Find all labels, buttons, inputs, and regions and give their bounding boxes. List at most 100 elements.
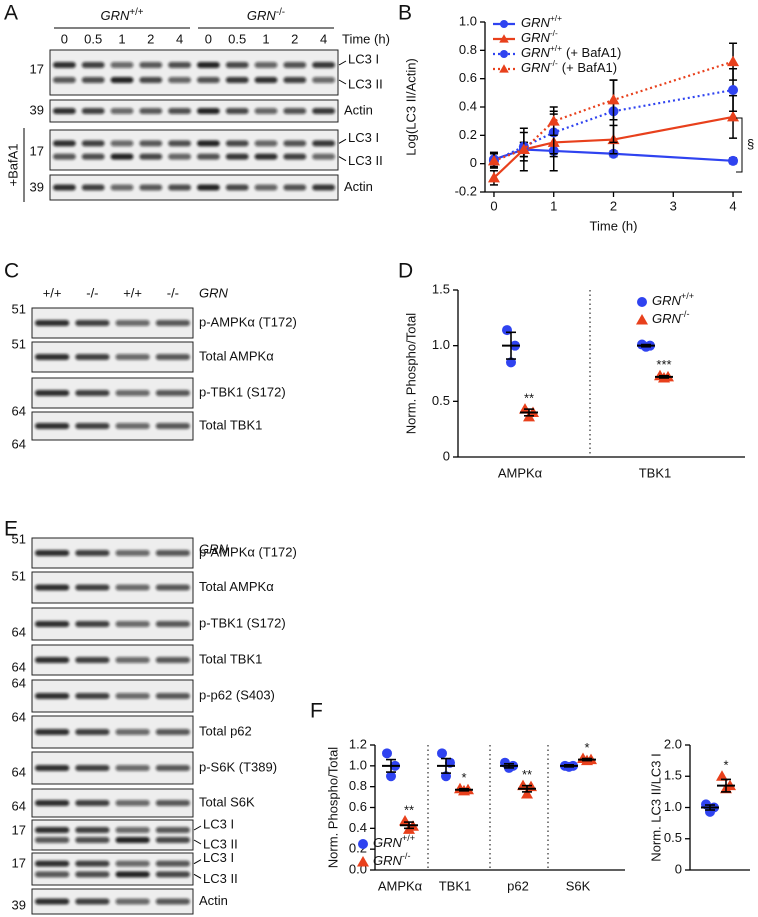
time-label: 0.5 <box>84 31 102 46</box>
blot-band <box>75 354 110 360</box>
x-tick-label: p62 <box>507 878 529 893</box>
blot-band <box>53 184 76 191</box>
blot-frame <box>49 49 339 96</box>
blot-band <box>53 108 76 114</box>
blot-band <box>155 320 190 326</box>
blot-band <box>155 871 190 878</box>
blot-band <box>155 550 190 556</box>
y-tick-label: 1.0 <box>349 757 367 772</box>
band-label: Actin <box>344 102 373 117</box>
superscript: +/+ <box>550 43 562 53</box>
blot-band <box>35 800 70 806</box>
y-tick-label: 0 <box>443 448 450 463</box>
y-tick-label: 2.0 <box>664 736 682 751</box>
blot-band <box>115 837 150 843</box>
mw-marker: 17 <box>30 143 44 158</box>
y-tick-label: 1.0 <box>664 799 682 814</box>
x-tick-label: 1 <box>550 198 557 213</box>
blot-band <box>115 550 150 556</box>
mw-marker: 64 <box>12 675 26 690</box>
y-tick-label: 0 <box>675 861 682 876</box>
blot-band <box>254 184 278 191</box>
blot-band <box>81 153 105 160</box>
band-label: Total TBK1 <box>199 651 262 666</box>
y-tick-label: 0 <box>470 155 477 170</box>
legend-label: GRN-/- <box>652 309 689 326</box>
data-point <box>607 93 620 105</box>
blot-band <box>197 108 220 114</box>
blot-band <box>312 184 335 191</box>
significance: * <box>461 770 466 785</box>
blot-band <box>312 140 335 147</box>
blot-band <box>35 584 70 591</box>
sem-bar <box>641 343 651 348</box>
data-point <box>437 748 447 759</box>
blot-band <box>35 354 70 360</box>
sem-bar <box>705 804 715 811</box>
blot-band <box>81 140 105 147</box>
blot-band <box>75 320 110 326</box>
blot-band <box>139 140 163 147</box>
sem-bar <box>404 821 414 830</box>
band-label: p-p62 (S403) <box>199 687 275 702</box>
significance: * <box>723 758 728 773</box>
blot-band <box>75 837 110 843</box>
blot-band <box>139 108 163 114</box>
mw-marker: 17 <box>12 822 26 837</box>
x-tick-label: 2 <box>610 198 617 213</box>
blot-band <box>283 108 307 114</box>
superscript: +/+ <box>550 13 562 23</box>
band-label: Total AMPKα <box>199 348 274 363</box>
blot-band <box>155 423 190 429</box>
blot-band <box>35 871 70 878</box>
mw-marker: 64 <box>12 764 26 779</box>
genotype-header: GRN-/- <box>247 7 285 24</box>
panel-letter: D <box>398 260 413 283</box>
gene-name: GRN <box>247 8 277 23</box>
name-suffix: (+ BafA1) <box>562 60 617 75</box>
blot-band <box>168 184 191 191</box>
mw-marker: 39 <box>30 102 44 117</box>
blot-band <box>139 62 163 68</box>
blot-band <box>35 898 70 905</box>
blot-band <box>75 693 110 699</box>
blot-band <box>155 657 190 663</box>
legend-marker <box>636 314 648 325</box>
significance: *** <box>656 357 671 372</box>
blot-band <box>168 153 191 160</box>
blot-band <box>35 827 70 833</box>
name-suffix: (+ BafA1) <box>566 45 621 60</box>
mw-marker: 51 <box>12 301 26 316</box>
lane-genotype: +/+ <box>123 285 142 300</box>
legend-label: GRN+/+ (+ BafA1) <box>521 43 621 60</box>
blot-band <box>75 390 110 396</box>
label-tick <box>338 60 347 66</box>
gene-name: GRN <box>373 853 403 868</box>
blot-band <box>197 140 220 147</box>
mw-marker: 64 <box>12 624 26 639</box>
blot-band <box>312 108 335 114</box>
mw-marker: 64 <box>12 403 26 418</box>
blot-band <box>155 693 190 699</box>
blot-band <box>35 729 70 735</box>
data-point <box>727 110 740 122</box>
y-axis-label: Norm. Phospho/Total <box>325 747 340 869</box>
mw-marker: 51 <box>12 531 26 546</box>
sem-bar <box>524 408 534 417</box>
blot-band <box>312 62 335 68</box>
blot-band <box>115 765 150 771</box>
band-label: LC3 II <box>203 871 238 886</box>
time-label: 4 <box>176 31 183 46</box>
blot-band <box>168 62 191 68</box>
blot-band <box>283 62 307 68</box>
blot-band <box>115 423 150 429</box>
data-point <box>517 143 530 154</box>
blot-band <box>155 837 190 843</box>
blot-band <box>35 765 70 771</box>
y-tick-label: 1.0 <box>459 13 477 28</box>
blot-band <box>75 621 110 627</box>
sem-bar <box>441 757 451 774</box>
superscript: -/- <box>402 851 411 861</box>
blot-band <box>115 860 150 867</box>
blot-band <box>155 898 190 905</box>
